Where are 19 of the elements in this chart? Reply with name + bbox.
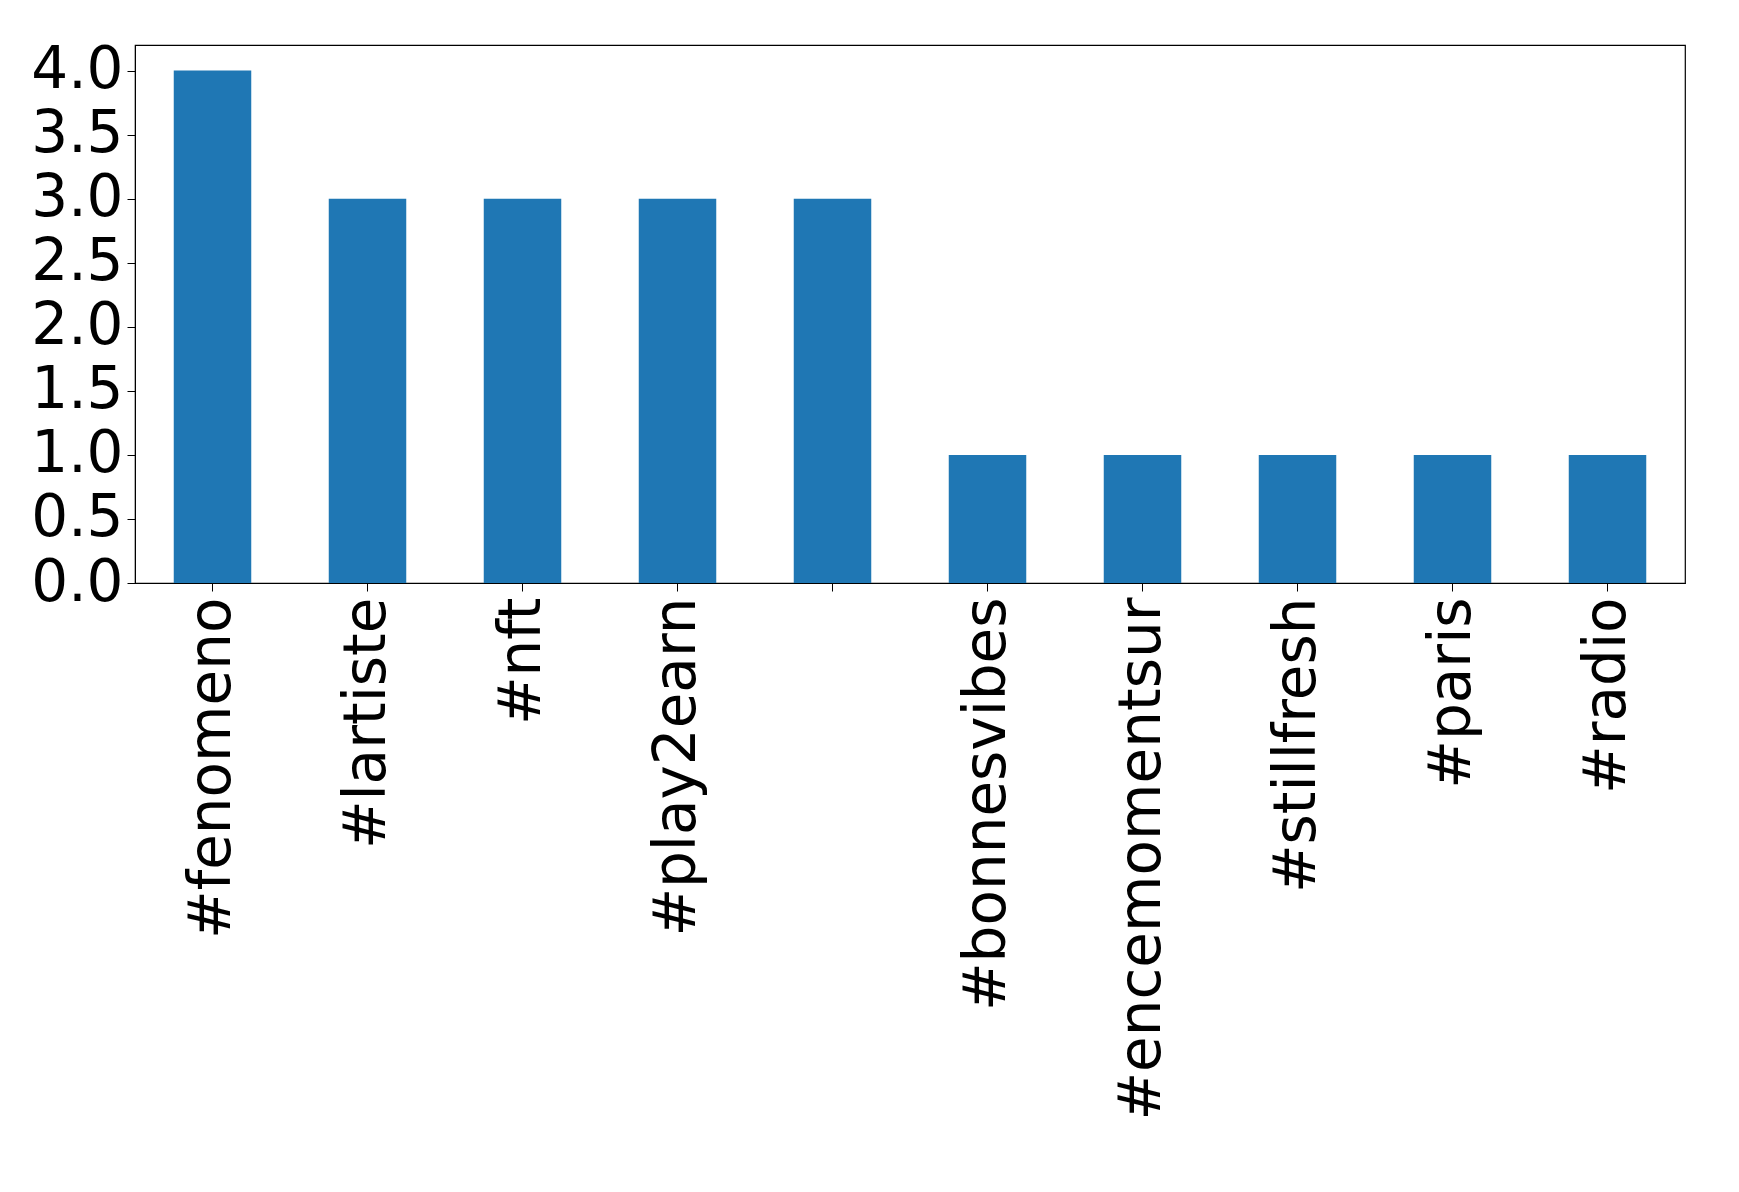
bar <box>483 198 562 583</box>
x-tick-label: #radio <box>1570 597 1639 794</box>
bar <box>1103 454 1182 583</box>
bar <box>328 198 407 583</box>
x-tick-label: #stillfresh <box>1260 597 1329 894</box>
bar <box>173 70 252 583</box>
x-tick-label: #play2earn <box>640 597 709 937</box>
x-tick-label: #bonnesvibes <box>950 597 1019 1011</box>
x-tick-label: #fenomeno <box>175 597 244 939</box>
bar <box>638 198 717 583</box>
x-tick-label: #encemomentsur <box>1105 597 1174 1121</box>
bar <box>793 198 872 583</box>
bar <box>948 454 1027 583</box>
bar <box>1413 454 1492 583</box>
bar <box>1258 454 1337 583</box>
x-tick-label: #nft <box>485 597 554 725</box>
x-tick-label: #lartiste <box>330 597 399 850</box>
x-tick-label: #paris <box>1415 597 1484 789</box>
bar <box>1568 454 1647 583</box>
